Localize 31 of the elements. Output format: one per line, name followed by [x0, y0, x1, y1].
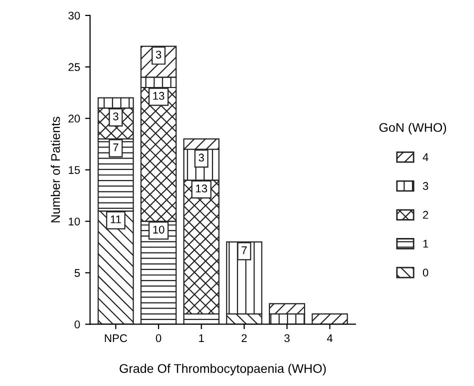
- data-label: 10: [153, 226, 164, 234]
- x-tick-label: 2: [242, 334, 247, 342]
- legend-label: 4: [422, 153, 428, 161]
- legend-label: 0: [422, 268, 428, 277]
- data-label: 3: [113, 112, 118, 120]
- data-label: 13: [196, 184, 208, 192]
- legend-label: 2: [423, 210, 428, 219]
- y-tick-label: 0: [74, 320, 80, 328]
- x-tick-label: 1: [199, 334, 204, 342]
- x-tick-label: 0: [156, 334, 162, 342]
- data-label: 11: [110, 216, 121, 224]
- data-label: 13: [153, 92, 164, 100]
- data-label: 7: [113, 143, 118, 152]
- y-tick-label: 30: [68, 12, 80, 20]
- legend-title: GoN (WHO): [379, 122, 446, 134]
- data-label: 3: [156, 50, 162, 59]
- legend-label: 1: [423, 240, 428, 248]
- y-tick-label: 5: [74, 269, 80, 277]
- x-tick-label: 4: [326, 334, 333, 342]
- y-tick-label: 25: [68, 63, 80, 72]
- y-tick-label: 10: [68, 218, 80, 226]
- x-axis-title: Grade Of Thrombocytopaenia (WHO): [120, 364, 326, 376]
- y-axis-title: Number of Patients: [50, 116, 60, 222]
- x-tick-label: 3: [284, 334, 290, 342]
- data-label: 3: [198, 154, 204, 162]
- legend-label: 3: [422, 182, 428, 190]
- y-tick-label: 15: [68, 166, 80, 174]
- x-tick-label: NPC: [104, 334, 128, 342]
- y-tick-label: 20: [68, 114, 80, 123]
- data-label: 7: [242, 246, 247, 254]
- bar: [312, 313, 348, 324]
